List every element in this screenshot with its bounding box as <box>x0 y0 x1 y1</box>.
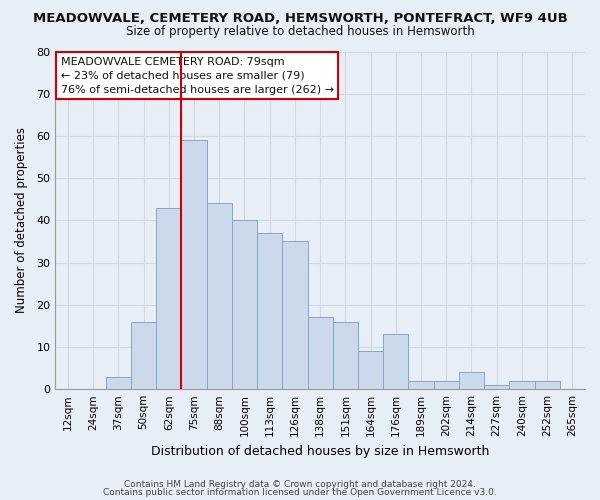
Bar <box>106 376 131 389</box>
Bar <box>206 204 232 389</box>
Bar <box>383 334 409 389</box>
Text: MEADOWVALE, CEMETERY ROAD, HEMSWORTH, PONTEFRACT, WF9 4UB: MEADOWVALE, CEMETERY ROAD, HEMSWORTH, PO… <box>32 12 568 26</box>
Bar <box>257 233 283 389</box>
Bar <box>434 380 459 389</box>
Bar <box>232 220 257 389</box>
Bar <box>283 242 308 389</box>
Bar <box>535 380 560 389</box>
X-axis label: Distribution of detached houses by size in Hemsworth: Distribution of detached houses by size … <box>151 444 490 458</box>
Text: MEADOWVALE CEMETERY ROAD: 79sqm
← 23% of detached houses are smaller (79)
76% of: MEADOWVALE CEMETERY ROAD: 79sqm ← 23% of… <box>61 56 334 94</box>
Bar <box>181 140 206 389</box>
Bar <box>409 380 434 389</box>
Bar <box>308 318 333 389</box>
Bar <box>156 208 181 389</box>
Bar <box>509 380 535 389</box>
Text: Size of property relative to detached houses in Hemsworth: Size of property relative to detached ho… <box>125 25 475 38</box>
Bar <box>333 322 358 389</box>
Bar <box>459 372 484 389</box>
Y-axis label: Number of detached properties: Number of detached properties <box>15 128 28 314</box>
Text: Contains public sector information licensed under the Open Government Licence v3: Contains public sector information licen… <box>103 488 497 497</box>
Bar <box>358 351 383 389</box>
Text: Contains HM Land Registry data © Crown copyright and database right 2024.: Contains HM Land Registry data © Crown c… <box>124 480 476 489</box>
Bar <box>131 322 156 389</box>
Bar <box>484 385 509 389</box>
